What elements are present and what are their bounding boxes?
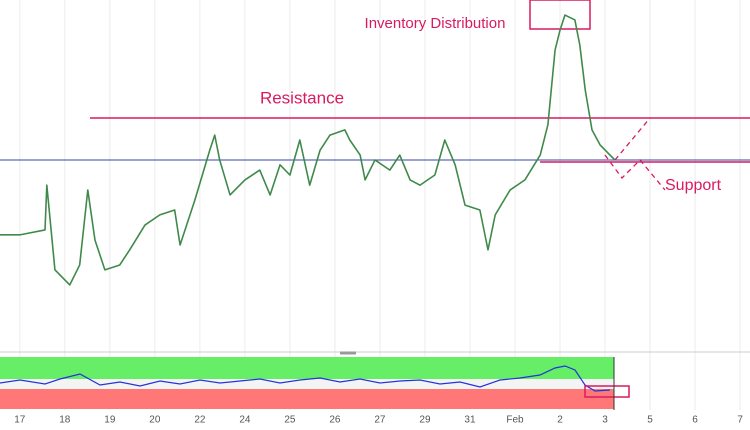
x-tick-label: 22: [194, 415, 206, 426]
x-tick-label: 18: [59, 415, 71, 426]
x-tick-label: 3: [602, 415, 608, 426]
x-tick-label: 19: [104, 415, 116, 426]
x-tick-label: 25: [284, 415, 296, 426]
x-tick-label: 27: [374, 415, 386, 426]
x-tick-label: 24: [239, 415, 251, 426]
rsi-overbought-zone: [0, 357, 614, 379]
x-tick-label: Feb: [506, 415, 524, 426]
annotation-resistance: Resistance: [260, 88, 344, 107]
x-tick-label: 26: [329, 415, 341, 426]
x-tick-label: 20: [149, 415, 161, 426]
rsi-line: [0, 365, 611, 392]
projection-up: [614, 117, 651, 161]
price-line: [0, 14, 616, 286]
x-tick-label: 6: [692, 415, 698, 426]
annotation-distribution: Inventory Distribution: [365, 15, 506, 32]
x-tick-label: 31: [464, 415, 476, 426]
x-tick-label: 7: [737, 415, 743, 426]
x-tick-label: 29: [419, 415, 431, 426]
rsi-highlight-box: [584, 385, 630, 398]
annotation-support: Support: [665, 177, 722, 194]
grid: [19, 0, 741, 410]
rsi-middle-zone: [0, 379, 614, 389]
x-tick-label: 2: [557, 415, 563, 426]
projection-down: [604, 154, 666, 191]
rsi-oversold-zone: [0, 389, 614, 409]
x-tick-label: 5: [647, 415, 653, 426]
x-tick-label: 17: [14, 415, 26, 426]
